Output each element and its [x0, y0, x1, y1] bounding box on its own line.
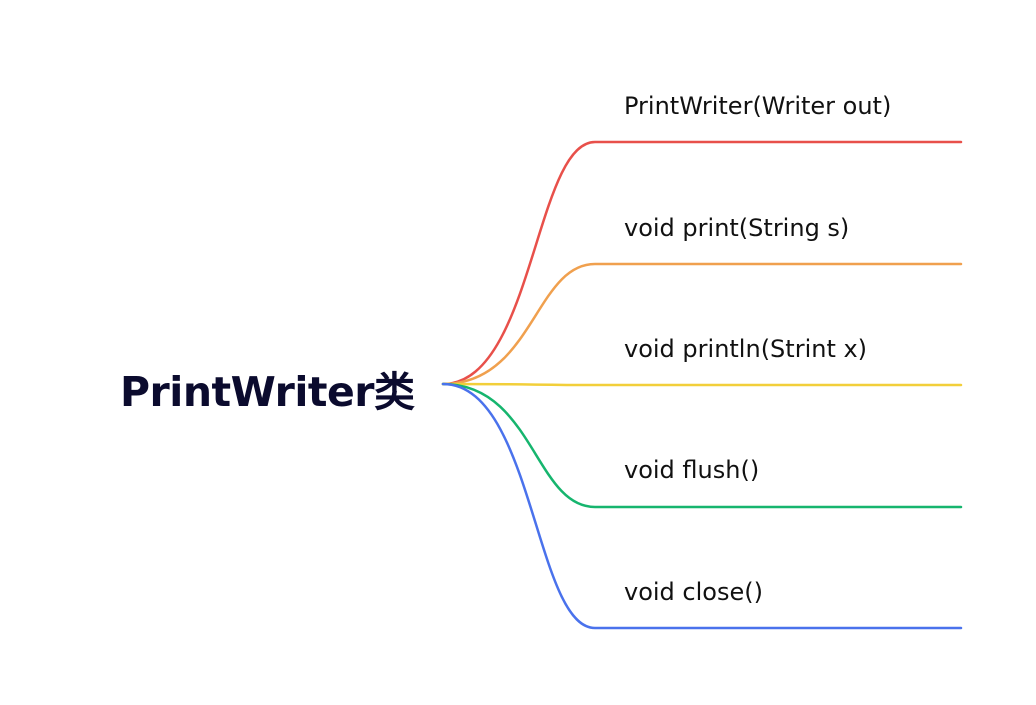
branch-label-print: void print(String s) — [624, 214, 850, 242]
branch-label-close: void close() — [624, 578, 763, 606]
connector-constructor — [441, 140, 963, 386]
branch-label-println: void println(Strint x) — [624, 335, 868, 363]
branch-label-constructor: PrintWriter(Writer out) — [624, 92, 892, 120]
branch-label-flush: void flush() — [624, 456, 760, 484]
connector-flush — [441, 382, 963, 509]
root-node-title: PrintWriter类 — [120, 368, 415, 416]
connector-close — [441, 382, 963, 630]
connector-println — [441, 382, 963, 387]
connector-print — [441, 262, 963, 386]
